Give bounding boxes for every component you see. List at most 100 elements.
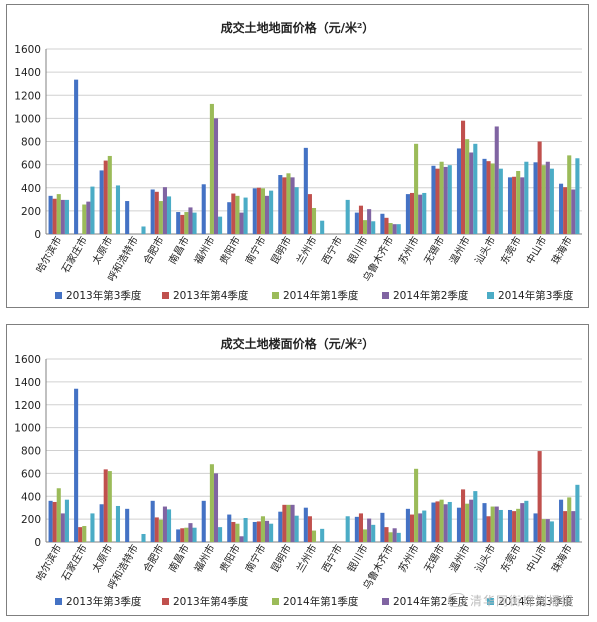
x-tick-label: 苏州市 [395, 234, 421, 266]
bar [320, 220, 325, 234]
bar [115, 505, 121, 542]
bar [184, 527, 189, 542]
bar [311, 530, 317, 542]
y-tick-label: 1200 [14, 90, 41, 102]
x-tick-label: 兰州市 [293, 542, 319, 574]
legend-swatch [487, 292, 494, 299]
watermark: 清华同衡规划播报 [447, 592, 574, 609]
bar [473, 143, 478, 234]
bar [158, 519, 163, 542]
y-tick-label: 200 [21, 206, 41, 218]
y-tick-label: 600 [21, 468, 41, 480]
y-tick-label: 800 [21, 137, 41, 149]
bar [435, 501, 440, 542]
bar [176, 212, 181, 234]
bar [469, 152, 474, 234]
bar [549, 168, 554, 234]
x-tick-label: 东莞市 [498, 234, 524, 266]
bar [486, 161, 491, 234]
y-tick-label: 1200 [14, 400, 41, 412]
x-tick-label: 合肥市 [140, 542, 166, 574]
x-tick-label: 贵阳市 [217, 542, 243, 574]
bar [482, 158, 487, 234]
bar [431, 165, 436, 234]
bar [115, 185, 121, 234]
bar [235, 523, 240, 542]
bar [64, 199, 69, 234]
bar [218, 527, 223, 542]
bar [537, 451, 542, 542]
x-tick-label: 西宁市 [319, 542, 345, 574]
bar [269, 190, 274, 234]
bar [494, 126, 499, 234]
y-tick-label: 1000 [14, 113, 41, 125]
bar [443, 504, 448, 542]
x-tick-label: 无锡市 [421, 234, 447, 266]
bar [559, 183, 564, 234]
bar [422, 192, 427, 234]
x-tick-label: 福州市 [191, 234, 217, 266]
bar [213, 473, 219, 542]
bar [405, 508, 410, 542]
bar [498, 168, 503, 234]
bar [90, 186, 95, 234]
x-tick-label: 南昌市 [166, 542, 192, 574]
bar [541, 165, 546, 234]
bar [443, 166, 448, 234]
bar [286, 504, 291, 542]
wechat-icon [447, 593, 466, 607]
bar [512, 176, 517, 234]
bar [154, 517, 159, 542]
bar [486, 516, 491, 542]
legend-swatch [382, 292, 389, 299]
bar [74, 79, 79, 234]
bar [422, 510, 427, 542]
bar [311, 207, 317, 234]
land-floor-area-price-chart-panel: 成交土地地面价格（元/米²） 0 200 400 600 800 1000 1200 1400… [6, 4, 589, 308]
bar [282, 177, 287, 234]
bar [303, 507, 308, 542]
x-tick-label: 汕头市 [472, 234, 498, 266]
bar [278, 511, 283, 542]
legend-swatch [382, 598, 389, 605]
bar [239, 212, 244, 234]
bar [162, 187, 167, 234]
bar [380, 213, 385, 234]
bar [290, 504, 295, 542]
y-tick-label: 400 [21, 491, 41, 503]
bar [227, 514, 232, 542]
bar [260, 516, 265, 542]
bar [363, 529, 368, 542]
bar [166, 196, 172, 234]
legend-label: 2014年第1季度 [283, 595, 359, 608]
y-tick-label: 1600 [14, 354, 41, 366]
y-tick-label: 1400 [14, 67, 41, 79]
bar [524, 500, 529, 542]
bar [158, 201, 163, 234]
y-tick-label: 0 [34, 229, 41, 241]
bar [549, 521, 554, 542]
bar [260, 188, 265, 234]
bar [465, 503, 470, 542]
y-tick-label: 800 [21, 446, 41, 458]
bar [239, 536, 244, 542]
bar [384, 527, 389, 542]
bar [286, 173, 291, 234]
x-tick-label: 中山市 [523, 542, 549, 574]
x-tick-label: 珠海市 [549, 234, 575, 266]
bar [567, 155, 572, 234]
bar [213, 118, 219, 234]
bar [494, 506, 499, 542]
bar [388, 532, 393, 542]
bar [456, 148, 462, 234]
bar [227, 202, 232, 234]
legend-swatch [55, 292, 62, 299]
bar [48, 195, 53, 234]
bar [571, 189, 576, 234]
bar [180, 528, 185, 542]
bar [575, 484, 580, 542]
x-tick-label: 合肥市 [140, 234, 166, 266]
bar [559, 499, 564, 542]
bar [447, 501, 452, 542]
